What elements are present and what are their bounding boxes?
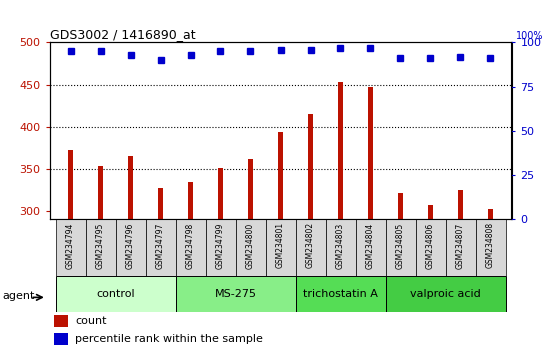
Text: GSM234794: GSM234794 bbox=[66, 222, 75, 269]
Text: 100%: 100% bbox=[516, 31, 543, 41]
Bar bbox=[428, 205, 433, 219]
FancyBboxPatch shape bbox=[175, 276, 295, 312]
FancyBboxPatch shape bbox=[295, 219, 326, 276]
FancyBboxPatch shape bbox=[386, 219, 415, 276]
Bar bbox=[458, 190, 463, 219]
FancyBboxPatch shape bbox=[146, 219, 175, 276]
FancyBboxPatch shape bbox=[415, 219, 446, 276]
Bar bbox=[338, 82, 343, 219]
Text: agent: agent bbox=[3, 291, 35, 301]
Text: valproic acid: valproic acid bbox=[410, 289, 481, 299]
Bar bbox=[128, 156, 133, 219]
FancyBboxPatch shape bbox=[446, 219, 476, 276]
Bar bbox=[368, 87, 373, 219]
Bar bbox=[54, 315, 68, 327]
Bar bbox=[308, 114, 313, 219]
FancyBboxPatch shape bbox=[326, 219, 355, 276]
FancyBboxPatch shape bbox=[206, 219, 235, 276]
FancyBboxPatch shape bbox=[85, 219, 116, 276]
FancyBboxPatch shape bbox=[116, 219, 146, 276]
FancyBboxPatch shape bbox=[476, 219, 505, 276]
FancyBboxPatch shape bbox=[355, 219, 386, 276]
Text: count: count bbox=[75, 316, 106, 326]
FancyBboxPatch shape bbox=[266, 219, 295, 276]
Bar bbox=[54, 333, 68, 345]
FancyBboxPatch shape bbox=[386, 276, 505, 312]
Bar bbox=[278, 132, 283, 219]
FancyBboxPatch shape bbox=[175, 219, 206, 276]
Text: GDS3002 / 1416890_at: GDS3002 / 1416890_at bbox=[50, 28, 195, 41]
Text: GSM234804: GSM234804 bbox=[366, 222, 375, 269]
Bar bbox=[98, 166, 103, 219]
Text: GSM234795: GSM234795 bbox=[96, 222, 105, 269]
Text: GSM234803: GSM234803 bbox=[336, 222, 345, 269]
Bar bbox=[158, 188, 163, 219]
Bar bbox=[398, 193, 403, 219]
Text: GSM234805: GSM234805 bbox=[396, 222, 405, 269]
Text: GSM234800: GSM234800 bbox=[246, 222, 255, 269]
Bar bbox=[218, 168, 223, 219]
FancyBboxPatch shape bbox=[235, 219, 266, 276]
Text: GSM234796: GSM234796 bbox=[126, 222, 135, 269]
Bar bbox=[488, 209, 493, 219]
Text: GSM234808: GSM234808 bbox=[486, 222, 495, 268]
Bar bbox=[68, 150, 73, 219]
FancyBboxPatch shape bbox=[56, 276, 175, 312]
Bar bbox=[248, 159, 253, 219]
Text: GSM234802: GSM234802 bbox=[306, 222, 315, 268]
Text: MS-275: MS-275 bbox=[214, 289, 256, 299]
FancyBboxPatch shape bbox=[295, 276, 386, 312]
Text: control: control bbox=[96, 289, 135, 299]
Text: GSM234798: GSM234798 bbox=[186, 222, 195, 269]
FancyBboxPatch shape bbox=[56, 219, 85, 276]
Text: percentile rank within the sample: percentile rank within the sample bbox=[75, 334, 263, 344]
Text: GSM234801: GSM234801 bbox=[276, 222, 285, 268]
Text: trichostatin A: trichostatin A bbox=[303, 289, 378, 299]
Text: GSM234807: GSM234807 bbox=[456, 222, 465, 269]
Text: GSM234806: GSM234806 bbox=[426, 222, 435, 269]
Bar bbox=[188, 182, 192, 219]
Text: GSM234797: GSM234797 bbox=[156, 222, 165, 269]
Text: GSM234799: GSM234799 bbox=[216, 222, 225, 269]
